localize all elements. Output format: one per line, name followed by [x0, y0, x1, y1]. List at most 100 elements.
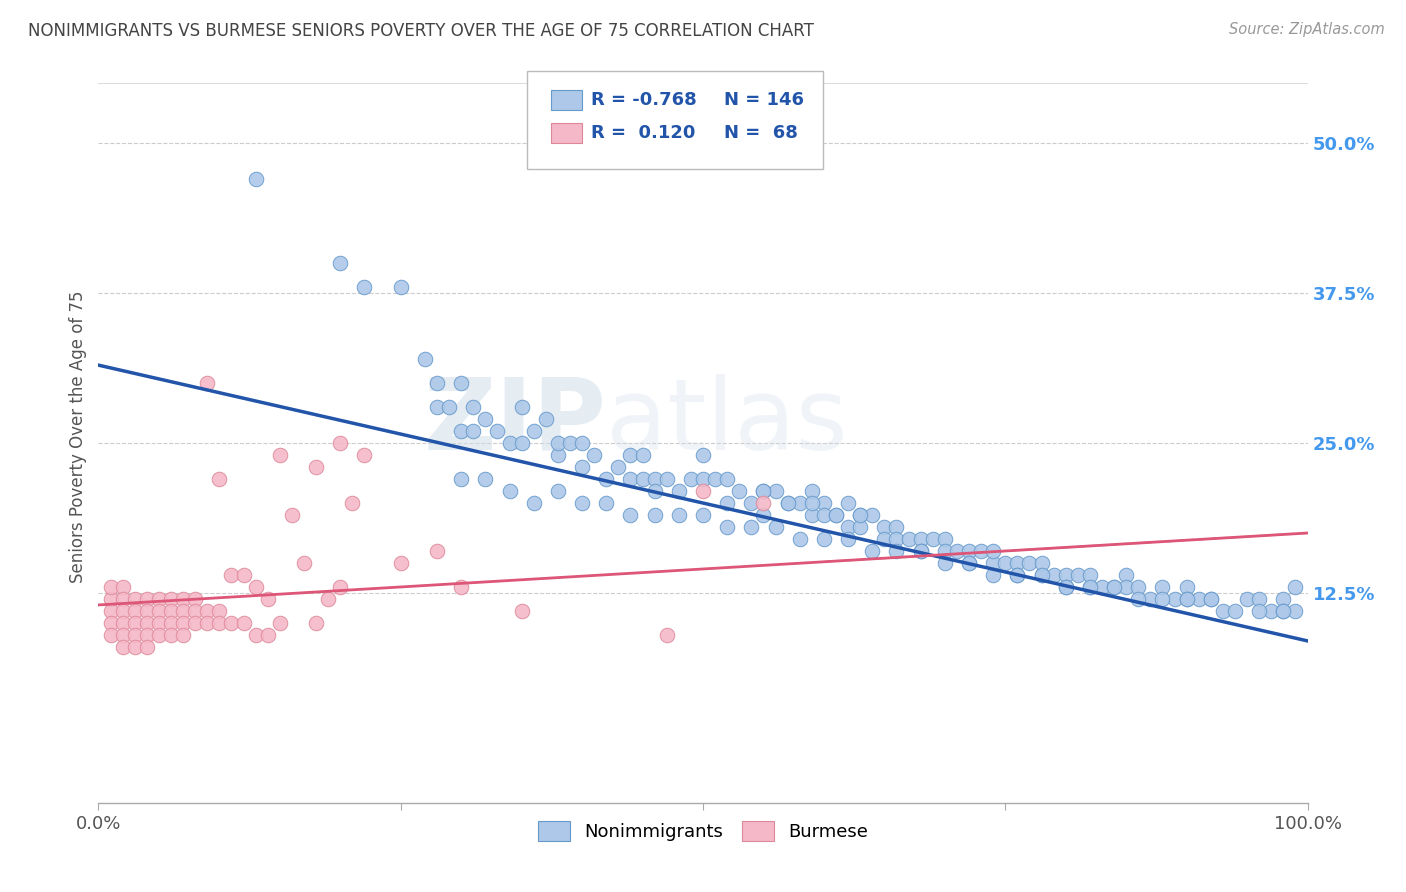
Point: [946, 544, 969, 558]
Point: [1272, 591, 1295, 606]
Point: [269, 615, 291, 630]
Point: [184, 591, 207, 606]
Point: [886, 520, 908, 534]
Point: [1031, 556, 1053, 570]
Point: [232, 568, 254, 582]
Point: [160, 591, 183, 606]
Point: [1054, 568, 1077, 582]
Point: [776, 496, 799, 510]
Point: [897, 532, 920, 546]
Point: [1102, 580, 1125, 594]
Point: [208, 604, 231, 618]
Point: [232, 615, 254, 630]
Point: [160, 604, 183, 618]
Point: [655, 472, 678, 486]
Point: [644, 508, 666, 522]
Point: [825, 508, 848, 522]
Point: [1031, 568, 1053, 582]
Point: [1223, 604, 1246, 618]
Point: [728, 483, 751, 498]
Point: [172, 604, 194, 618]
Point: [692, 472, 714, 486]
Point: [256, 628, 278, 642]
Point: [860, 508, 883, 522]
Point: [631, 448, 654, 462]
Text: N = 146: N = 146: [724, 91, 804, 109]
Point: [148, 615, 170, 630]
Point: [776, 496, 799, 510]
Point: [886, 532, 908, 546]
Point: [1091, 580, 1114, 594]
Point: [631, 472, 654, 486]
Point: [970, 544, 993, 558]
Point: [619, 472, 641, 486]
Point: [510, 604, 533, 618]
Point: [111, 615, 134, 630]
Point: [1115, 568, 1137, 582]
Point: [571, 496, 593, 510]
Point: [111, 591, 134, 606]
Point: [245, 172, 267, 186]
Point: [1212, 604, 1234, 618]
Point: [111, 604, 134, 618]
Point: [195, 376, 218, 391]
Text: NONIMMIGRANTS VS BURMESE SENIORS POVERTY OVER THE AGE OF 75 CORRELATION CHART: NONIMMIGRANTS VS BURMESE SENIORS POVERTY…: [28, 22, 814, 40]
Point: [619, 508, 641, 522]
Point: [160, 628, 183, 642]
Point: [873, 532, 896, 546]
Point: [910, 532, 932, 546]
Point: [813, 496, 835, 510]
Point: [1054, 580, 1077, 594]
Point: [716, 520, 738, 534]
Point: [1078, 568, 1101, 582]
Point: [208, 472, 231, 486]
Point: [558, 436, 581, 450]
Point: [1199, 591, 1222, 606]
Point: [668, 508, 690, 522]
Point: [172, 628, 194, 642]
Point: [124, 640, 146, 654]
Point: [292, 556, 315, 570]
Point: [752, 483, 775, 498]
Point: [329, 436, 352, 450]
Point: [437, 400, 460, 414]
Point: [547, 483, 569, 498]
Point: [1078, 580, 1101, 594]
Point: [135, 604, 157, 618]
Point: [389, 280, 412, 294]
Point: [221, 568, 243, 582]
Point: [765, 483, 787, 498]
Point: [534, 412, 557, 426]
Point: [135, 615, 157, 630]
Point: [100, 615, 122, 630]
Point: [1128, 580, 1150, 594]
Point: [1284, 580, 1306, 594]
Point: [752, 508, 775, 522]
Point: [740, 496, 762, 510]
Point: [813, 508, 835, 522]
Point: [342, 496, 364, 510]
Point: [1272, 604, 1295, 618]
Point: [910, 544, 932, 558]
Point: [510, 436, 533, 450]
Point: [910, 544, 932, 558]
Legend: Nonimmigrants, Burmese: Nonimmigrants, Burmese: [530, 814, 876, 848]
Point: [571, 436, 593, 450]
Point: [704, 472, 727, 486]
Point: [450, 376, 472, 391]
Point: [1163, 591, 1185, 606]
Text: R = -0.768: R = -0.768: [591, 91, 696, 109]
Point: [765, 520, 787, 534]
Point: [353, 448, 375, 462]
Point: [583, 448, 606, 462]
Point: [305, 615, 328, 630]
Point: [595, 472, 617, 486]
Point: [813, 532, 835, 546]
Point: [644, 472, 666, 486]
Point: [1249, 604, 1271, 618]
Point: [1249, 591, 1271, 606]
Point: [486, 424, 509, 438]
Point: [800, 508, 823, 522]
Point: [208, 615, 231, 630]
Point: [849, 520, 872, 534]
